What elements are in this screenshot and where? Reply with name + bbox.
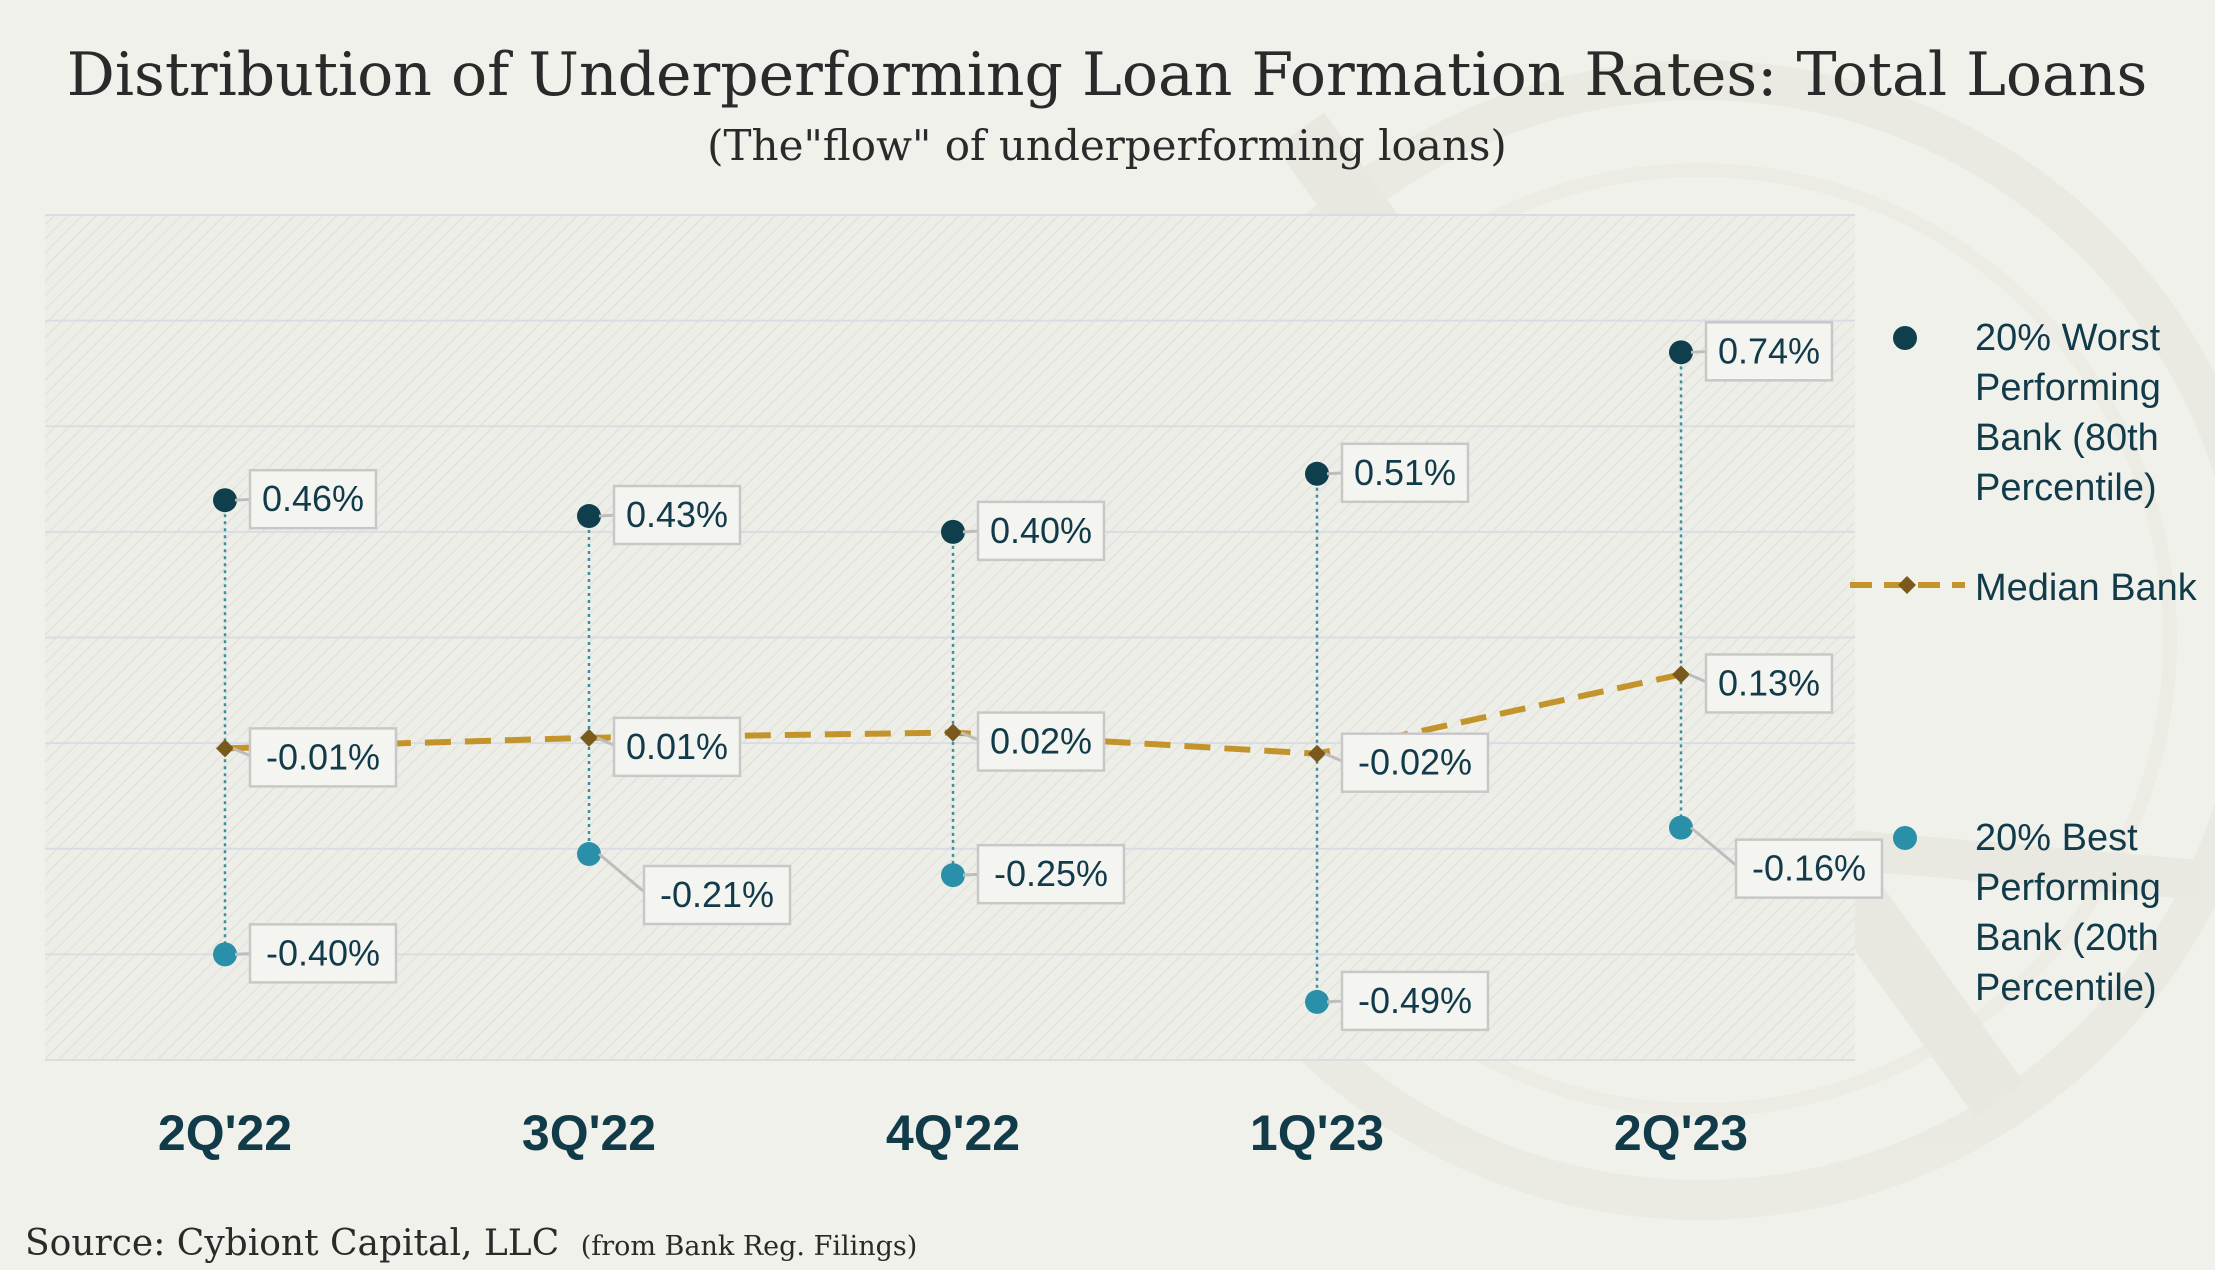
best-label-leader: [598, 852, 649, 897]
legend-marker: [1893, 826, 1917, 850]
worst-point: [1669, 340, 1693, 365]
best-label-box: [976, 843, 1126, 905]
legend: 20% Worst Performing Bank (80th Percentile)…: [1850, 317, 2198, 1009]
worst-point: [1305, 461, 1329, 486]
best-label-leader: [1690, 826, 1741, 870]
median-point: [1308, 744, 1326, 763]
best-point: [1305, 989, 1329, 1014]
worst-label-group: 0.40%: [962, 500, 1106, 562]
chart-title: Distribution of Underperforming Loan For…: [67, 40, 2148, 110]
median-label-group: 0.13%: [1688, 653, 1834, 714]
median-point: [580, 728, 598, 747]
best-label: -0.16%: [1752, 848, 1866, 889]
worst-label: 0.74%: [1718, 330, 1820, 371]
legend-item: 20% Worst Performing Bank (80th Percentile): [1893, 317, 2161, 509]
x-tick-label: 1Q'23: [1250, 1105, 1384, 1161]
median-label: -0.02%: [1358, 742, 1472, 783]
worst-label-box: [1340, 442, 1470, 504]
median-label-box: [612, 716, 742, 778]
best-label: -0.25%: [994, 853, 1108, 894]
legend-marker: [1898, 576, 1916, 594]
x-axis-ticks: 2Q'22 3Q'22 4Q'22 1Q'23 2Q'23: [158, 1105, 1748, 1161]
source-note: Source: Cybiont Capital, LLC (from Bank …: [25, 1223, 917, 1264]
best-point: [941, 863, 965, 888]
best-label: -0.49%: [1358, 980, 1472, 1021]
legend-label: Bank (80th: [1975, 417, 2159, 459]
median-label-box: [1340, 732, 1490, 793]
best-label-group: -0.16%: [1690, 826, 1884, 899]
source-main: Source: Cybiont Capital, LLC: [25, 1223, 559, 1264]
legend-label: Percentile): [1975, 467, 2157, 509]
best-label-group: -0.49%: [1326, 970, 1490, 1032]
legend-label: Bank (20th: [1975, 917, 2159, 959]
worst-point: [941, 519, 965, 544]
x-tick-label: 3Q'22: [522, 1105, 656, 1161]
median-point: [216, 739, 234, 758]
legend-item: 20% Best Performing Bank (20th Percentile): [1893, 817, 2161, 1009]
chart-subtitle: (The"flow" of underperforming loans): [707, 121, 1507, 170]
worst-point: [213, 488, 237, 513]
x-tick-label: 4Q'22: [886, 1105, 1020, 1161]
source-detail: (from Bank Reg. Filings): [581, 1231, 918, 1262]
median-label-box: [976, 711, 1106, 772]
worst-label: 0.43%: [626, 494, 728, 535]
worst-label-group: 0.43%: [598, 484, 742, 546]
median-label: -0.01%: [266, 736, 380, 777]
best-label-box: [642, 864, 792, 926]
median-label-group: 0.02%: [960, 711, 1106, 772]
best-label: -0.21%: [660, 874, 774, 915]
best-point: [577, 842, 601, 867]
legend-label: Performing: [1975, 867, 2161, 909]
legend-label: 20% Best: [1975, 817, 2138, 859]
worst-label: 0.46%: [262, 478, 364, 519]
best-point: [213, 942, 237, 967]
worst-label-box: [612, 484, 742, 546]
worst-label: 0.40%: [990, 510, 1092, 551]
worst-label-group: 0.74%: [1690, 321, 1834, 382]
median-label-box: [1704, 653, 1834, 714]
legend-label: 20% Worst: [1975, 317, 2161, 359]
median-label-group: -0.01%: [232, 727, 398, 788]
legend-item: Median Bank: [1850, 567, 2198, 609]
legend-marker: [1893, 326, 1917, 350]
median-label-group: 0.01%: [596, 716, 742, 778]
x-tick-label: 2Q'22: [158, 1105, 292, 1161]
worst-label-box: [1704, 321, 1834, 382]
median-point: [944, 723, 962, 742]
median-label: 0.01%: [626, 726, 728, 767]
median-label: 0.02%: [990, 721, 1092, 762]
data-labels: 0.46% 0.43% 0.40% 0.51% 0.74% -0.01% 0.01% 0.02…: [232, 321, 1884, 1032]
best-label-group: -0.40%: [234, 923, 398, 984]
worst-label-group: 0.51%: [1326, 442, 1470, 504]
median-label-box: [248, 727, 398, 788]
worst-point: [577, 504, 601, 529]
worst-label: 0.51%: [1354, 452, 1456, 493]
worst-label-box: [976, 500, 1106, 562]
range-connectors: [223, 352, 1683, 1002]
x-tick-label: 2Q'23: [1614, 1105, 1748, 1161]
legend-label: Performing: [1975, 367, 2161, 409]
median-label: 0.13%: [1718, 662, 1820, 703]
worst-label-box: [248, 468, 378, 530]
data-points: [213, 340, 1693, 1014]
legend-label: Median Bank: [1975, 567, 2198, 609]
best-point: [1669, 815, 1693, 840]
best-label-box: [248, 923, 398, 984]
legend-label: Percentile): [1975, 967, 2157, 1009]
best-label: -0.40%: [266, 932, 380, 973]
best-label-group: -0.21%: [598, 852, 792, 926]
median-label-group: -0.02%: [1324, 732, 1490, 793]
best-label-group: -0.25%: [962, 843, 1126, 905]
best-label-box: [1340, 970, 1490, 1032]
median-point: [1672, 665, 1690, 684]
worst-label-group: 0.46%: [234, 468, 378, 530]
best-label-box: [1734, 838, 1884, 899]
